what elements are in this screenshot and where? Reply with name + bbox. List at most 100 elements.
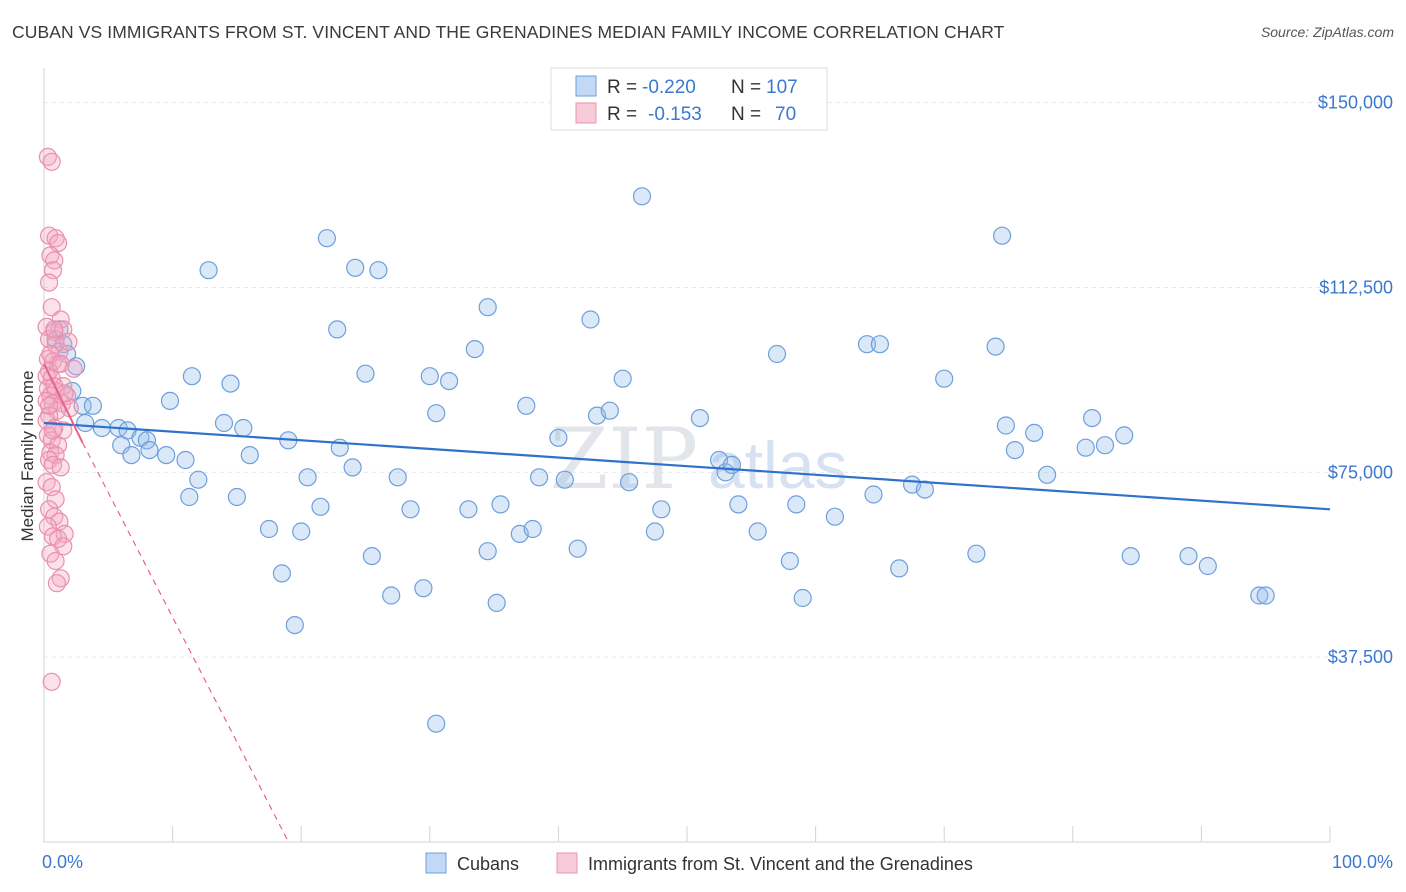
cubans-point	[1121, 546, 1140, 566]
cubans-point	[259, 519, 279, 539]
y-tick-label: $112,500	[1319, 277, 1393, 297]
cubans-point	[487, 593, 506, 613]
cubans-point	[67, 357, 86, 376]
cubans-point	[427, 714, 446, 733]
cubans-point	[986, 337, 1005, 356]
immigrants-point	[59, 332, 78, 351]
cubans-point	[182, 367, 201, 386]
cubans-point	[227, 487, 246, 507]
legend-n-label-cubans: N =	[731, 77, 761, 98]
cubans-point	[221, 374, 240, 393]
legend-r-label-cubans: R =	[607, 77, 637, 98]
immigrants-point	[42, 672, 61, 691]
axes	[43, 68, 1331, 843]
x-tick-label-max: 100.0%	[1332, 852, 1393, 872]
cubans-point	[523, 519, 542, 539]
immigrants-point	[45, 320, 64, 339]
cubans-point	[935, 369, 954, 388]
cubans-point	[440, 372, 459, 391]
cubans-point	[1250, 586, 1269, 605]
cubans-point	[619, 473, 639, 492]
cubans-point	[529, 468, 549, 487]
cubans-point	[600, 401, 619, 420]
immigrants-point	[39, 396, 59, 415]
bottom-legend-label-cubans: Cubans	[457, 854, 519, 874]
cubans-point	[478, 298, 497, 317]
cubans-point	[568, 539, 587, 558]
cubans-point	[176, 450, 195, 470]
legend-swatch-immigrants	[575, 102, 597, 124]
immigrants-point	[46, 229, 65, 248]
immigrants-trend-line-solid	[43, 363, 84, 444]
cubans-point	[199, 261, 218, 280]
bottom-legend-swatch-immigrants	[556, 852, 578, 874]
cubans-point	[613, 369, 632, 388]
cubans-point	[427, 404, 446, 423]
cubans-point	[298, 468, 317, 487]
y-tick-label: $75,000	[1328, 462, 1393, 482]
cubans-point	[890, 559, 909, 578]
cubans-point	[1025, 423, 1044, 442]
y-axis-title: Median Family Income	[18, 370, 37, 541]
cubans-point	[478, 542, 497, 561]
cubans-point	[180, 487, 199, 507]
legend-r-value-cubans: -0.220	[642, 77, 696, 98]
cubans-point	[369, 261, 388, 280]
cubans-point	[414, 579, 433, 598]
immigrants-trend-line-extension	[82, 442, 290, 843]
trend-lines	[43, 363, 1331, 843]
immigrants-point	[46, 551, 65, 571]
immigrants-point	[47, 574, 67, 593]
cubans-point	[1005, 441, 1025, 460]
cubans-point	[420, 367, 439, 386]
cubans-point	[362, 546, 381, 566]
cubans-trend-line	[43, 421, 1331, 511]
cubans-point	[857, 335, 877, 354]
immigrants-point	[42, 298, 61, 317]
immigrants-point	[37, 411, 56, 430]
cubans-point	[787, 495, 806, 514]
immigrants-point	[64, 359, 83, 378]
legend-n-value-immigrants: 70	[775, 104, 796, 125]
cubans-point	[729, 495, 748, 514]
cubans-point	[160, 391, 180, 410]
cubans-point	[140, 441, 159, 460]
cubans-point	[292, 522, 311, 541]
cubans-point	[401, 500, 420, 519]
cubans-point	[780, 551, 800, 571]
cubans-point	[992, 226, 1012, 245]
cubans-point	[1256, 586, 1275, 605]
immigrants-point	[45, 507, 64, 526]
legend-r-label-immigrants: R =	[607, 104, 637, 125]
cubans-point	[581, 310, 600, 329]
cubans-point	[517, 396, 536, 415]
cubans-point	[1082, 409, 1102, 428]
cubans-point	[343, 458, 362, 477]
series-legend: Cubans Immigrants from St. Vincent and t…	[425, 852, 973, 874]
legend-r-value-immigrants: -0.153	[648, 104, 702, 125]
cubans-point	[632, 187, 652, 206]
cubans-point	[748, 522, 767, 541]
bottom-legend-swatch-cubans	[425, 852, 447, 874]
cubans-point	[272, 564, 291, 583]
cubans-point	[122, 446, 141, 465]
source-credit: Source: ZipAtlas.com	[1260, 24, 1394, 40]
cubans-point	[189, 470, 208, 489]
cubans-point	[825, 507, 845, 526]
immigrants-point	[39, 273, 59, 292]
cubans-point	[1095, 436, 1115, 455]
cubans-point	[722, 455, 742, 474]
cubans-point	[382, 586, 401, 605]
cubans-point	[76, 413, 95, 433]
legend-swatch-cubans	[575, 75, 597, 97]
x-tick-label-min: 0.0%	[42, 852, 83, 872]
cubans-point	[915, 480, 935, 499]
immigrants-point	[43, 421, 63, 440]
immigrants-points	[37, 147, 83, 691]
cubans-point	[240, 446, 259, 465]
cubans-point	[793, 588, 812, 608]
immigrants-point	[42, 152, 61, 171]
y-tick-labels: $37,500 $75,000 $112,500 $150,000	[1318, 93, 1393, 668]
cubans-point	[328, 320, 347, 339]
